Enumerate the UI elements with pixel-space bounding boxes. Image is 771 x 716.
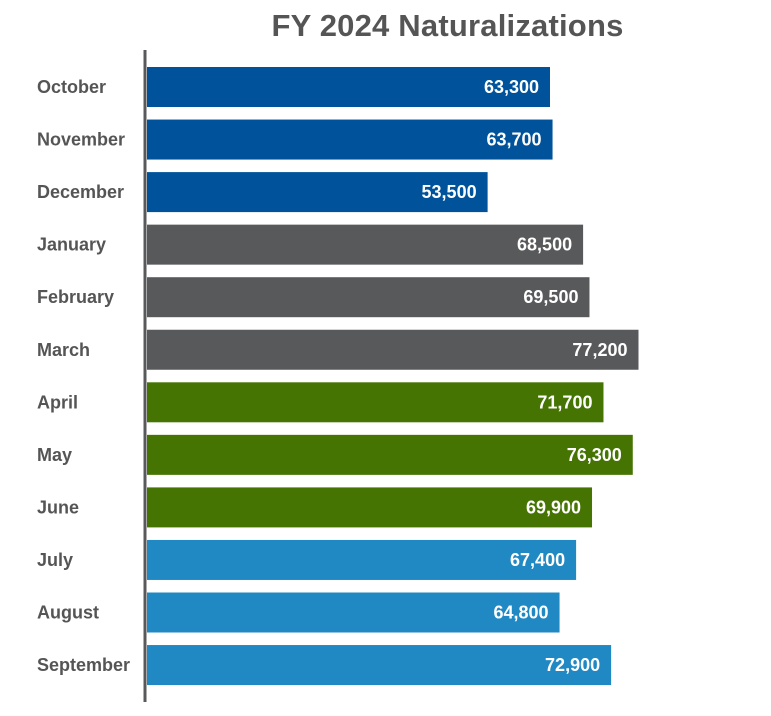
bar-march <box>147 329 639 370</box>
data-label: 67,400 <box>510 550 565 570</box>
bar-november <box>147 119 553 160</box>
category-label: February <box>37 287 114 307</box>
bar-september <box>147 645 612 686</box>
bar-august <box>147 592 560 633</box>
bar-april <box>147 382 604 423</box>
data-label: 71,700 <box>537 392 592 412</box>
data-label: 63,700 <box>486 130 541 150</box>
data-label: 68,500 <box>517 235 572 255</box>
data-label: 69,500 <box>523 287 578 307</box>
category-label: July <box>37 550 73 570</box>
data-label: 69,900 <box>526 497 581 517</box>
data-label: 53,500 <box>422 182 477 202</box>
bar-december <box>147 172 488 213</box>
bar-may <box>147 434 633 475</box>
data-label: 63,300 <box>484 77 539 97</box>
data-label: 64,800 <box>493 603 548 623</box>
category-label: March <box>37 340 90 360</box>
bar-october <box>147 67 550 107</box>
category-label: May <box>37 445 72 465</box>
category-label: August <box>37 603 99 623</box>
category-label: November <box>37 130 125 150</box>
bar-june <box>147 487 593 528</box>
data-label: 76,300 <box>567 445 622 465</box>
bar-february <box>147 277 590 318</box>
category-label: October <box>37 77 106 97</box>
chart-title: FY 2024 Naturalizations <box>271 8 624 43</box>
category-label: April <box>37 392 78 412</box>
category-label: December <box>37 182 124 202</box>
bar-july <box>147 539 577 580</box>
bar-january <box>147 224 584 265</box>
data-label: 77,200 <box>572 340 627 360</box>
category-label: January <box>37 235 106 255</box>
category-label: June <box>37 497 79 517</box>
data-label: 72,900 <box>545 655 600 675</box>
category-label: September <box>37 655 130 675</box>
chart-title-area: FY 2024 Naturalizations <box>0 0 771 60</box>
